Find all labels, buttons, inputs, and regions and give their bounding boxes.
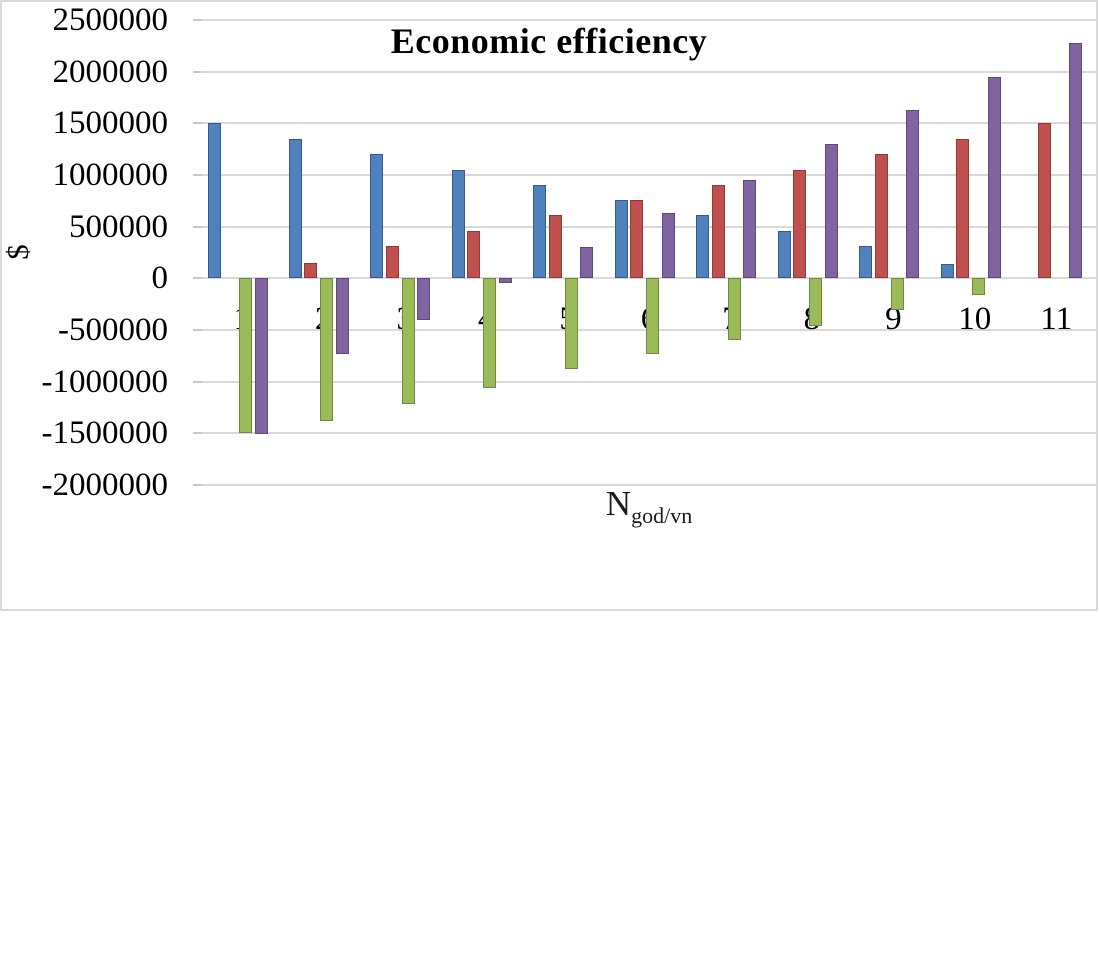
bar-red-cat-9	[874, 154, 888, 279]
y-axis-tick-2000000	[193, 70, 202, 73]
bar-purple-cat-1	[254, 278, 268, 435]
y-axis-tick-500000	[193, 225, 202, 228]
gridline-1000000	[201, 174, 1097, 176]
bar-blue-cat-8	[777, 230, 791, 279]
x-axis-title: Ngod/vn	[449, 484, 849, 527]
gridline--1500000	[201, 432, 1097, 435]
bar-blue-cat-4	[451, 169, 465, 279]
bar-blue-cat-5	[533, 185, 547, 279]
bar-red-cat-5	[548, 215, 562, 279]
y-tick-label-500000: 500000	[69, 208, 168, 245]
y-tick-label-0: 0	[151, 260, 169, 297]
bar-purple-cat-4	[498, 278, 512, 284]
y-tick-label-2500000: 2500000	[52, 2, 169, 38]
bar-purple-cat-9	[906, 109, 920, 279]
bar-purple-cat-8	[824, 144, 838, 279]
y-tick-label-1000000: 1000000	[52, 157, 169, 193]
bar-blue-cat-7	[696, 215, 710, 279]
economic-efficiency-chart: Economic efficiency $ Ngod/vn 2500000 200…	[0, 0, 1098, 611]
gridline--1000000	[201, 380, 1097, 383]
bar-red-cat-7	[711, 185, 725, 279]
gridline--2000000	[201, 484, 1097, 486]
y-tick-label--2000000: -2000000	[41, 467, 169, 503]
y-axis-tick-0	[193, 277, 202, 280]
bar-blue-cat-1	[207, 123, 221, 279]
bar-blue-cat-9	[859, 246, 873, 279]
bar-blue-cat-3	[370, 154, 384, 279]
bar-red-cat-4	[467, 230, 481, 279]
bar-purple-cat-11	[1069, 42, 1083, 279]
bar-green-cat-1	[239, 278, 252, 434]
y-tick-label-1500000: 1500000	[52, 105, 169, 142]
y-axis-tick--500000	[193, 329, 202, 331]
bar-green-cat-6	[646, 278, 660, 354]
bar-green-cat-8	[809, 278, 823, 326]
y-axis-tick-1000000	[193, 174, 202, 176]
y-tick-label-2000000: 2000000	[52, 53, 169, 90]
bar-purple-cat-2	[335, 278, 349, 354]
bar-red-cat-6	[630, 199, 644, 279]
bar-green-cat-2	[320, 278, 334, 421]
y-axis-tick-2500000	[193, 19, 202, 21]
bar-purple-cat-7	[743, 180, 757, 279]
y-tick-label--1500000: -1500000	[41, 415, 169, 452]
bar-red-cat-10	[956, 138, 970, 279]
bar-purple-cat-3	[417, 278, 431, 320]
y-axis-tick--1000000	[193, 380, 202, 383]
bar-green-cat-7	[727, 278, 741, 341]
y-axis-tick-1500000	[193, 122, 202, 125]
y-tick-label--500000: -500000	[58, 312, 168, 348]
bar-purple-cat-5	[580, 247, 594, 279]
bar-green-cat-3	[401, 278, 415, 405]
bar-green-cat-4	[483, 278, 497, 388]
bar-green-cat-5	[564, 278, 578, 370]
x-category-label-10: 10	[958, 301, 992, 338]
y-axis-tick--2000000	[193, 484, 202, 486]
x-category-label-11: 11	[1040, 301, 1073, 338]
bar-red-cat-2	[304, 262, 318, 279]
gridline-2000000	[201, 70, 1097, 73]
bar-red-cat-3	[385, 246, 399, 279]
bar-red-cat-8	[793, 169, 807, 279]
bar-blue-cat-10	[940, 263, 954, 279]
gridline-1500000	[201, 122, 1097, 125]
x-axis-title-base: N	[605, 484, 632, 523]
gridline-500000	[201, 225, 1097, 228]
bar-purple-cat-10	[987, 76, 1001, 279]
chart-title: Economic efficiency	[390, 21, 708, 61]
bar-red-cat-11	[1037, 123, 1051, 279]
y-axis-tick--1500000	[193, 432, 202, 435]
bar-blue-cat-2	[288, 138, 302, 279]
bar-green-cat-10	[972, 278, 986, 295]
bar-purple-cat-6	[661, 213, 675, 279]
bar-green-cat-9	[890, 278, 904, 311]
x-axis-title-subscript: god/vn	[631, 503, 693, 528]
y-tick-label--1000000: -1000000	[41, 363, 169, 400]
gridline-2500000	[201, 19, 1097, 21]
chart-inner: Economic efficiency $ Ngod/vn 2500000 200…	[0, 2, 1097, 527]
bar-blue-cat-6	[614, 199, 628, 279]
